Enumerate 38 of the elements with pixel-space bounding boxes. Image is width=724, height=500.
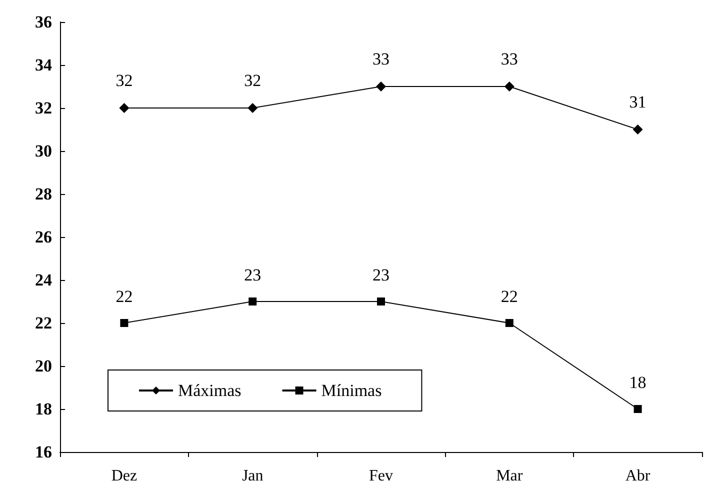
y-tick-label: 24	[35, 270, 52, 290]
data-label: 32	[116, 71, 133, 90]
point	[119, 103, 130, 113]
point	[634, 405, 642, 413]
y-tick-label: 16	[35, 442, 52, 462]
y-tick-label: 32	[35, 98, 52, 118]
x-tick-label: Jan	[242, 468, 264, 484]
x-tick-label: Abr	[625, 468, 651, 484]
point	[505, 319, 514, 327]
legend-label: Máximas	[178, 381, 242, 400]
data-label: 22	[500, 287, 518, 306]
x-tick-label: Dez	[111, 468, 138, 484]
data-label: 23	[372, 266, 390, 284]
data-label: 23	[244, 266, 262, 284]
data-label: 32	[244, 71, 262, 90]
point	[248, 298, 257, 306]
y-tick-label: 36	[35, 12, 52, 32]
point	[376, 82, 386, 92]
y-tick-label: 34	[35, 56, 52, 74]
y-tick-label: 18	[35, 400, 52, 418]
legend-label: Mínimas	[321, 381, 382, 400]
y-tick-label: 22	[35, 314, 52, 332]
point	[377, 298, 385, 306]
x-tick-label: Fev	[369, 468, 393, 484]
y-tick-label: 28	[35, 184, 52, 204]
data-label: 22	[116, 287, 133, 306]
y-tick-label: 20	[35, 356, 52, 376]
data-label: 31	[629, 92, 646, 112]
y-tick-label: 30	[35, 142, 52, 160]
data-label: 33	[500, 50, 518, 68]
y-tick-label: 26	[35, 228, 52, 246]
point	[120, 319, 128, 327]
data-label: 33	[372, 50, 390, 68]
data-label: 18	[629, 373, 646, 392]
x-tick-label: Mar	[496, 468, 524, 484]
point	[248, 103, 258, 113]
point	[632, 124, 643, 134]
point	[504, 82, 514, 92]
